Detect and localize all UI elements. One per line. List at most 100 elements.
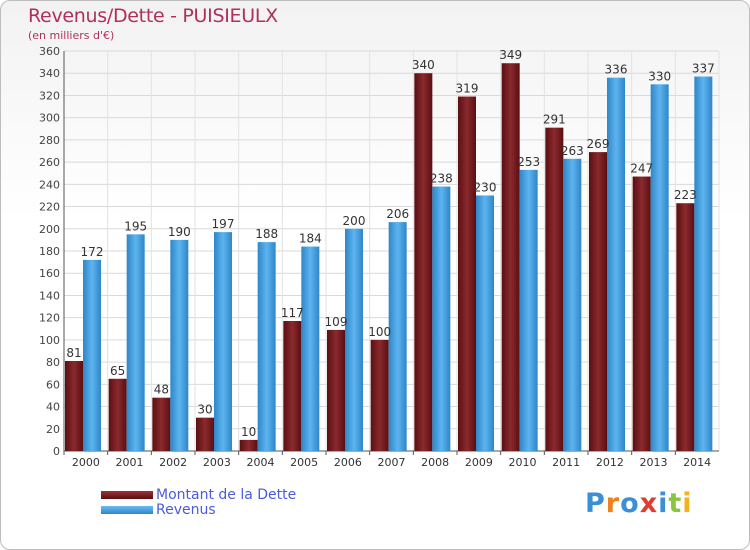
x-tick-label: 2001: [116, 456, 144, 469]
bar-revenus: [388, 222, 407, 451]
y-tick-label: 260: [39, 156, 60, 169]
legend: Montant de la Dette Revenus: [101, 486, 297, 518]
bar-dette: [414, 73, 433, 451]
logo-letter: t: [668, 488, 683, 519]
y-tick-label: 280: [39, 134, 60, 147]
bar-revenus: [126, 234, 145, 451]
x-tick-label: 2000: [72, 456, 100, 469]
logo-letter: P: [585, 488, 606, 519]
bar-dette: [108, 378, 127, 451]
x-tick-label: 2007: [378, 456, 406, 469]
data-label-dette: 30: [197, 403, 212, 417]
y-tick-label: 140: [39, 289, 60, 302]
bar-dette: [283, 321, 302, 451]
logo-letter: x: [639, 488, 659, 519]
legend-swatch-revenus: [101, 505, 153, 514]
legend-item-revenus: Revenus: [101, 502, 296, 518]
logo-letter: i: [658, 488, 669, 519]
bar-dette: [152, 397, 171, 451]
bar-revenus: [694, 76, 713, 452]
data-label-dette: 340: [412, 58, 435, 72]
x-tick-label: 2004: [247, 456, 275, 469]
x-tick-label: 2014: [683, 456, 711, 469]
y-tick-label: 80: [46, 356, 60, 369]
y-tick-label: 60: [46, 378, 60, 391]
x-tick-label: 2013: [640, 456, 668, 469]
proxiti-logo: Proxiti: [585, 488, 693, 519]
bar-revenus: [170, 239, 189, 451]
data-label-dette: 109: [325, 315, 348, 329]
bar-revenus: [650, 84, 669, 451]
data-label-revenus: 200: [343, 214, 366, 228]
data-label-revenus: 253: [517, 155, 540, 169]
y-tick-label: 340: [39, 67, 60, 80]
bar-dette: [589, 152, 607, 451]
data-label-revenus: 238: [430, 172, 453, 186]
bar-revenus: [301, 246, 320, 451]
data-label-revenus: 184: [299, 232, 322, 246]
data-label-revenus: 190: [168, 225, 191, 239]
data-label-dette: 319: [456, 82, 479, 96]
y-tick-label: 160: [39, 267, 60, 280]
data-label-dette: 65: [110, 364, 125, 378]
bars: [65, 63, 713, 452]
logo-letter: i: [682, 488, 693, 519]
y-tick-label: 180: [39, 245, 60, 258]
y-tick-label: 360: [39, 45, 60, 58]
data-label-dette: 269: [587, 137, 610, 151]
bar-dette: [458, 96, 476, 452]
bar-dette: [632, 176, 651, 452]
y-tick-label: 120: [39, 312, 60, 325]
y-tick-label: 0: [53, 445, 60, 458]
y-tick-label: 20: [46, 423, 60, 436]
bar-dette: [501, 63, 520, 451]
data-label-revenus: 197: [212, 217, 235, 231]
data-label-revenus: 330: [648, 69, 671, 83]
data-label-revenus: 263: [561, 144, 584, 158]
data-label-dette: 247: [630, 162, 653, 176]
y-tick-label: 200: [39, 223, 60, 236]
logo-letter: r: [605, 488, 621, 519]
legend-item-dette: Montant de la Dette: [101, 486, 297, 503]
bar-revenus: [214, 232, 232, 451]
data-label-revenus: 188: [255, 227, 278, 241]
bar-revenus: [476, 195, 494, 451]
data-label-dette: 48: [154, 383, 169, 397]
logo-letter: o: [620, 488, 640, 519]
legend-swatch-dette: [101, 490, 153, 499]
x-tick-label: 2002: [159, 456, 187, 469]
x-tick-label: 2006: [334, 456, 362, 469]
bar-revenus: [607, 77, 625, 452]
data-label-revenus: 230: [474, 180, 497, 194]
bar-revenus: [257, 242, 276, 451]
x-tick-label: 2009: [465, 456, 493, 469]
x-tick-label: 2005: [290, 456, 318, 469]
x-tick-label: 2008: [421, 456, 449, 469]
bar-revenus: [83, 259, 101, 451]
chart-subtitle: (en milliers d'€): [28, 29, 115, 42]
data-label-revenus: 337: [692, 62, 715, 76]
chart-title: Revenus/Dette - PUISIEULX: [28, 5, 278, 27]
bar-revenus: [345, 228, 363, 451]
data-labels: 81 65 48 30 10 117 109 100 340 319 349 291 269 247 223…: [66, 48, 714, 439]
bar-revenus: [519, 169, 538, 451]
x-tick-label: 2010: [509, 456, 537, 469]
bar-dette: [676, 203, 695, 451]
data-label-dette: 100: [368, 325, 391, 339]
data-label-dette: 291: [543, 113, 566, 127]
x-tick-label: 2012: [596, 456, 624, 469]
bar-dette: [239, 439, 258, 451]
data-label-dette: 349: [499, 48, 522, 62]
y-tick-label: 40: [46, 401, 60, 414]
data-label-revenus: 336: [605, 63, 628, 77]
data-label-revenus: 195: [124, 219, 147, 233]
data-label-revenus: 206: [386, 207, 409, 221]
y-tick-label: 100: [39, 334, 60, 347]
data-label-dette: 223: [674, 188, 697, 202]
bar-revenus: [432, 186, 451, 452]
legend-label-dette: Montant de la Dette: [156, 486, 297, 503]
data-label-dette: 10: [241, 425, 256, 439]
data-label-dette: 81: [66, 346, 81, 360]
bar-revenus: [563, 158, 582, 451]
